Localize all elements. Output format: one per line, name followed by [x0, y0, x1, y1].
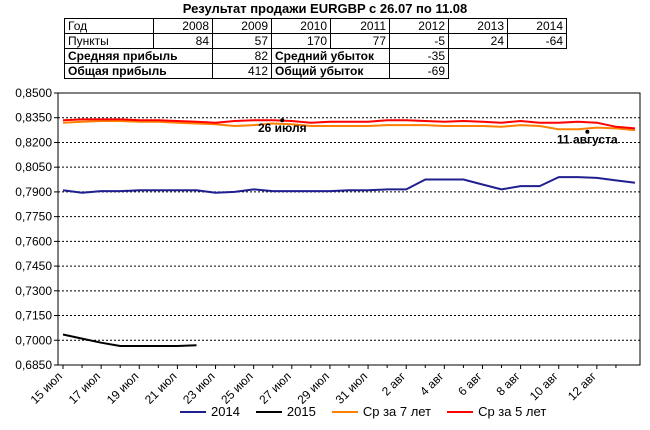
total-profit-value: 412 — [212, 63, 272, 79]
total-profit-label: Общая прибыль — [64, 63, 213, 79]
x-tick-label: 10 авг — [527, 369, 561, 403]
x-tick-label: 23 июл — [180, 369, 218, 407]
chart-title: Результат продажи EURGBP с 26.07 по 11.0… — [182, 1, 468, 16]
x-tick-label: 4 авг — [417, 369, 447, 399]
legend-item: 2014 — [180, 404, 240, 419]
year-cell: 2012 — [389, 18, 449, 34]
total-loss-label: Общий убыток — [271, 63, 390, 79]
legend-label: 2015 — [286, 404, 316, 419]
table-row: Пункты 84 57 170 77 -5 24 -64 — [64, 33, 567, 49]
total-loss-value: -69 — [389, 63, 449, 79]
stats-table: Год 2008 2009 2010 2011 2012 2013 2014 П… — [64, 18, 567, 79]
legend-item: Ср за 5 лет — [447, 404, 546, 419]
table-row: Средняя прибыль 82 Средний убыток -35 — [64, 48, 567, 64]
y-tick-label: 0,7750 — [15, 210, 52, 224]
legend-label: 2014 — [211, 404, 240, 419]
legend-label: Ср за 5 лет — [478, 404, 547, 419]
x-tick-label: 12 авг — [565, 369, 599, 403]
x-tick-label: 2 авг — [379, 369, 409, 399]
x-tick-label: 17 июл — [66, 369, 104, 407]
series-line — [62, 333, 197, 347]
avg-profit-label: Средняя прибыль — [64, 48, 213, 64]
x-tick-label: 27 июл — [256, 369, 294, 407]
x-tick-label: 15 июл — [28, 369, 66, 407]
x-tick-label: 6 авг — [455, 369, 485, 399]
points-cell: 24 — [448, 33, 508, 49]
annotation-marker — [585, 129, 590, 134]
annotation-label: 26 июля — [258, 121, 307, 135]
annotation-marker — [280, 118, 285, 123]
points-cell: -64 — [507, 33, 567, 49]
series-line — [62, 118, 636, 130]
year-cell: 2008 — [153, 18, 213, 34]
legend-label: Ср за 7 лет — [362, 404, 432, 419]
x-tick-label: 31 июл — [333, 369, 371, 407]
table-row: Общая прибыль 412 Общий убыток -69 — [64, 63, 567, 79]
x-tick-label: 29 июл — [294, 369, 332, 407]
series-line — [62, 120, 636, 132]
y-tick-label: 0,7000 — [15, 333, 52, 347]
legend-swatch — [331, 410, 358, 413]
legend-swatch — [180, 410, 206, 413]
x-tick-label: 19 июл — [104, 369, 142, 407]
y-tick-label: 0,8050 — [15, 160, 52, 174]
y-tick-label: 0,7600 — [15, 234, 52, 248]
points-row-label: Пункты — [64, 33, 154, 49]
y-tick-label: 0,8200 — [15, 135, 52, 149]
legend-swatch — [447, 410, 474, 413]
legend: 2014 2015 Ср за 7 лет Ср за 5 лет — [180, 404, 546, 419]
avg-profit-value: 82 — [212, 48, 272, 64]
y-tick-label: 0,7900 — [15, 185, 52, 199]
legend-item: 2015 — [255, 404, 316, 419]
y-tick-label: 0,7450 — [15, 259, 52, 273]
y-tick-label: 0,8350 — [15, 111, 52, 125]
y-tick-label: 0,8500 — [15, 86, 52, 100]
series-line — [62, 176, 636, 194]
year-cell: 2014 — [507, 18, 567, 34]
avg-loss-label: Средний убыток — [271, 48, 390, 64]
x-tick-label: 25 июл — [218, 369, 256, 407]
x-tick-label: 8 авг — [493, 369, 523, 399]
plot-area — [57, 92, 641, 366]
x-tick-label: 21 июл — [142, 369, 180, 407]
y-tick-label: 0,6850 — [15, 358, 52, 372]
table-row: Год 2008 2009 2010 2011 2012 2013 2014 — [64, 18, 567, 34]
y-tick-label: 0,7150 — [15, 309, 52, 323]
annotation-label: 11 августа — [557, 133, 618, 147]
legend-item: Ср за 7 лет — [331, 404, 432, 419]
y-tick-label: 0,7300 — [15, 284, 52, 298]
legend-swatch — [255, 410, 282, 413]
